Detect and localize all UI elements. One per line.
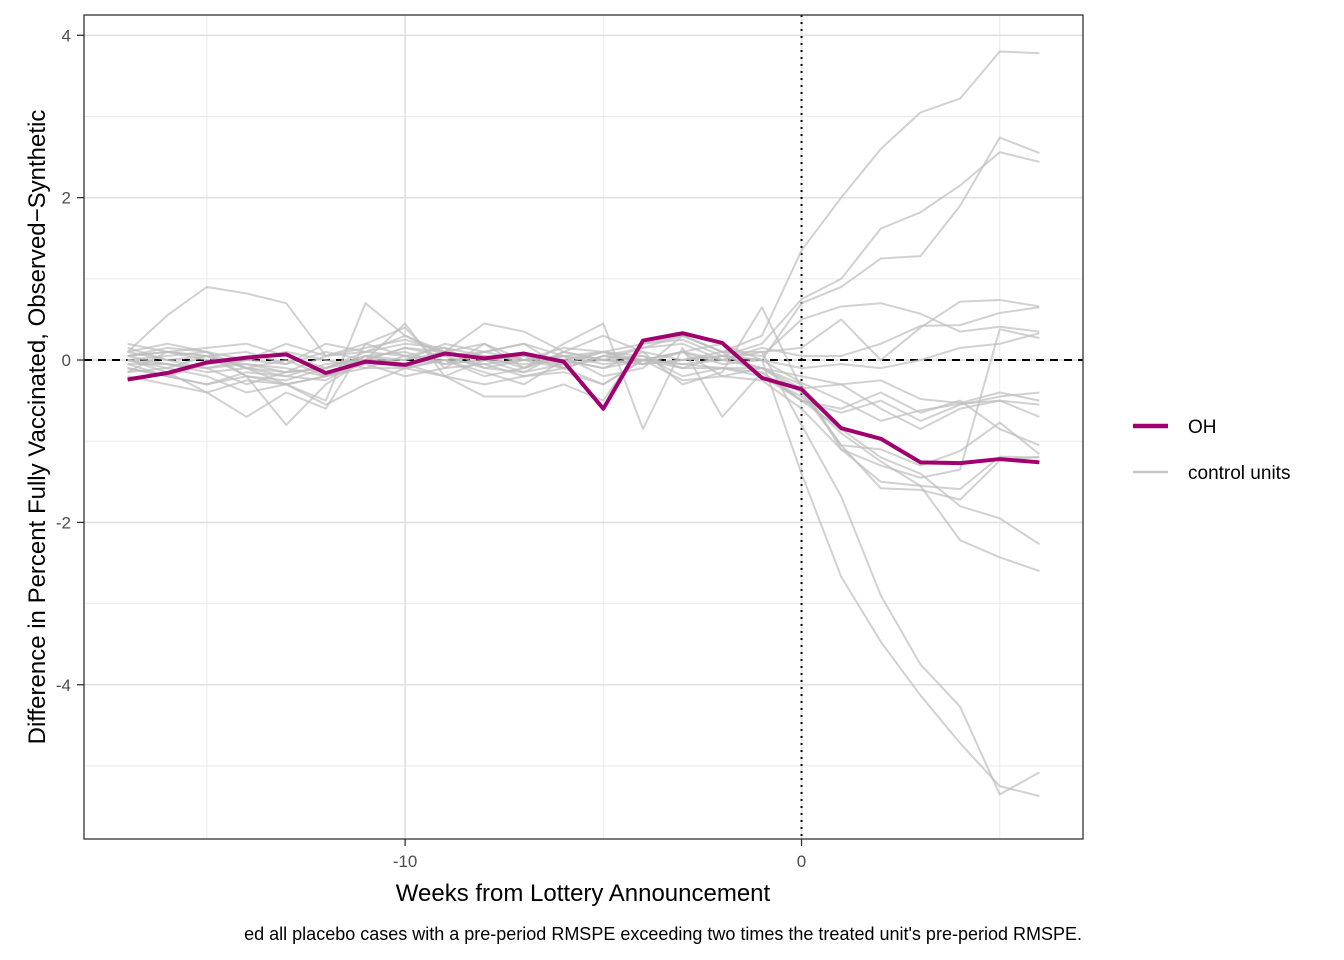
x-axis: -10 0 [393, 839, 806, 871]
panel-border [83, 14, 1084, 840]
legend-label-control-units: control units [1188, 463, 1290, 484]
y-tick-label-0: -4 [56, 676, 71, 695]
control-unit-line-16 [127, 338, 1040, 797]
control-unit-line-19 [127, 322, 1040, 431]
control-unit-line-15 [127, 334, 1040, 796]
x-tick-label-1: 0 [797, 852, 806, 871]
caption: ed all placebo cases with a pre-period R… [244, 924, 1082, 944]
treated-unit-line [127, 331, 1040, 466]
y-tick-label-4: 4 [62, 26, 71, 45]
y-tick-label-1: -2 [56, 513, 71, 532]
control-unit-line-14 [127, 350, 1040, 573]
legend: OH control units [1133, 417, 1290, 484]
panel-background [84, 15, 1083, 839]
x-axis-title: Weeks from Lottery Announcement [396, 880, 771, 907]
control-unit-lines [126, 50, 1041, 797]
legend-label-oh: OH [1188, 417, 1217, 438]
y-axis: -4 -2 0 2 4 [56, 26, 84, 695]
oh-line [127, 331, 1040, 466]
control-unit-line-18 [127, 322, 1040, 447]
control-unit-line-6 [127, 332, 1040, 374]
y-axis-title: Difference in Percent Fully Vaccinated, … [24, 110, 51, 745]
y-tick-label-3: 2 [62, 189, 71, 208]
y-tick-label-2: 0 [62, 351, 71, 370]
x-tick-label-0: -10 [393, 852, 418, 871]
control-unit-line-0 [126, 50, 1040, 370]
control-unit-line-17 [127, 302, 1040, 431]
control-unit-line-12 [127, 350, 1040, 501]
control-unit-line-11 [127, 350, 1040, 491]
